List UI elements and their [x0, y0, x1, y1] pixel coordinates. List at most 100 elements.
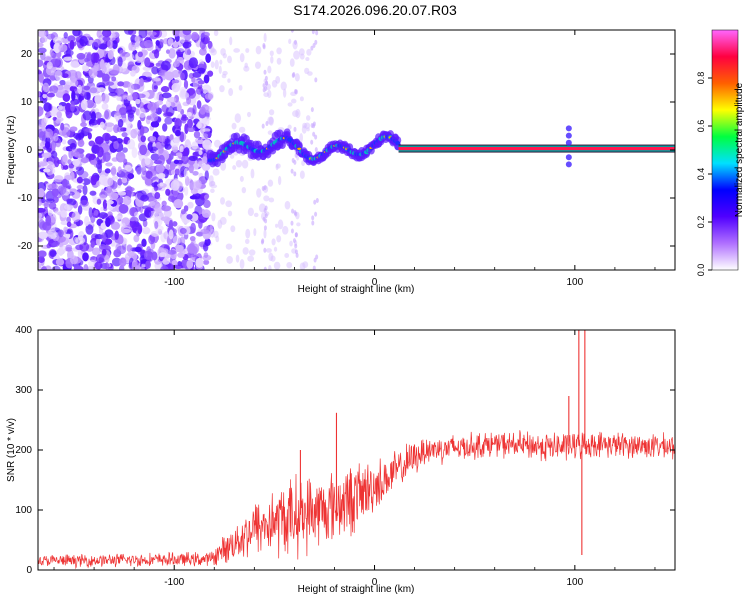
noise-blob: [76, 52, 86, 60]
noise-blob-faint: [243, 65, 250, 72]
noise-blob-strip: [310, 123, 314, 129]
noise-blob: [201, 156, 209, 164]
noise-blob: [158, 145, 164, 154]
snr-spikes: [299, 330, 586, 555]
noise-blob: [82, 252, 89, 262]
noise-blob: [89, 85, 98, 96]
noise-blob: [153, 77, 161, 82]
noise-blob-faint: [210, 61, 215, 69]
noise-blob: [122, 195, 132, 206]
noise-blob: [102, 199, 108, 209]
noise-blob-strip: [311, 215, 315, 221]
noise-blob: [136, 164, 142, 175]
noise-blob: [104, 238, 113, 245]
noise-blob: [43, 202, 50, 208]
noise-blob: [53, 42, 61, 54]
noise-blob: [137, 224, 143, 235]
noise-blob-faint: [238, 126, 246, 133]
noise-blob: [42, 82, 50, 93]
noise-blob-strip: [263, 69, 267, 75]
noise-blob: [115, 151, 126, 163]
noise-blob: [175, 152, 183, 157]
noise-blob-faint: [226, 255, 233, 264]
noise-blob-faint: [214, 59, 219, 70]
noise-blob: [203, 130, 212, 139]
noise-blob: [60, 122, 65, 131]
noise-blob: [61, 73, 69, 78]
noise-blob: [88, 259, 97, 268]
noise-blob: [137, 119, 142, 130]
noise-blob: [139, 77, 144, 87]
noise-blob: [72, 159, 81, 167]
noise-blob: [144, 57, 151, 67]
noise-blob: [168, 219, 174, 230]
noise-blob: [150, 120, 160, 128]
noise-blob: [183, 79, 189, 90]
noise-blob: [57, 85, 65, 96]
noise-blob: [61, 127, 71, 138]
noise-blob-strip: [264, 75, 268, 81]
noise-blob: [183, 167, 188, 179]
x-tick-label: 0: [372, 577, 378, 588]
noise-blob: [124, 164, 133, 172]
noise-blob: [179, 145, 184, 153]
noise-blob-faint: [235, 159, 243, 168]
colorbar-bar: [711, 29, 739, 271]
y-tick-label: -20: [18, 241, 33, 252]
noise-blob: [192, 170, 199, 176]
noise-blob: [66, 221, 72, 228]
colorbar-label: Normalized spectral amplitude: [734, 82, 745, 217]
noise-blob: [38, 212, 43, 219]
noise-blob-faint: [230, 225, 236, 233]
noise-blob: [157, 172, 166, 180]
noise-blob: [38, 47, 47, 54]
noise-blob: [186, 126, 196, 132]
noise-blob: [180, 72, 185, 81]
noise-blob: [170, 169, 176, 175]
noise-blob: [197, 63, 205, 70]
noise-blob: [52, 116, 57, 121]
noise-blob: [38, 59, 44, 68]
noise-blob-strip: [314, 211, 318, 217]
noise-blob: [104, 110, 110, 120]
noise-blob-faint: [222, 53, 227, 59]
noise-blob: [131, 147, 138, 159]
noise-blob: [104, 168, 111, 174]
noise-blob: [44, 128, 54, 139]
noise-blob: [56, 111, 62, 119]
noise-blob-faint: [254, 61, 261, 69]
noise-blob: [197, 80, 205, 85]
noise-blob: [59, 79, 66, 86]
noise-blob: [161, 92, 172, 99]
noise-blob: [101, 93, 110, 104]
noise-blob: [199, 106, 206, 115]
noise-blob: [82, 65, 90, 72]
noise-blob-faint: [234, 113, 242, 123]
noise-blob: [164, 71, 175, 81]
noise-blob: [41, 265, 47, 270]
noise-blob-faint: [208, 175, 214, 184]
noise-blob: [93, 209, 99, 216]
noise-blob: [133, 128, 140, 135]
noise-blob: [201, 163, 211, 172]
y-tick-label: 200: [15, 445, 32, 456]
noise-blob: [203, 74, 210, 84]
noise-blob-strip: [311, 30, 315, 35]
noise-blob: [63, 56, 73, 61]
noise-blob: [144, 157, 151, 166]
noise-blob-strip: [312, 265, 316, 270]
noise-blob: [202, 139, 212, 150]
noise-blob: [63, 31, 68, 39]
noise-blob-strip: [263, 247, 267, 253]
noise-blob-faint: [287, 124, 292, 130]
noise-blob: [154, 221, 159, 229]
noise-blob-faint: [209, 224, 213, 233]
noise-blob-faint: [294, 73, 300, 82]
noise-blob: [73, 265, 84, 270]
noise-blob: [124, 52, 135, 61]
noise-blob: [119, 257, 127, 267]
noise-blob: [181, 154, 189, 165]
noise-blob-strip: [315, 198, 319, 204]
noise-blob: [142, 219, 148, 228]
noise-blob-strip: [294, 88, 298, 94]
